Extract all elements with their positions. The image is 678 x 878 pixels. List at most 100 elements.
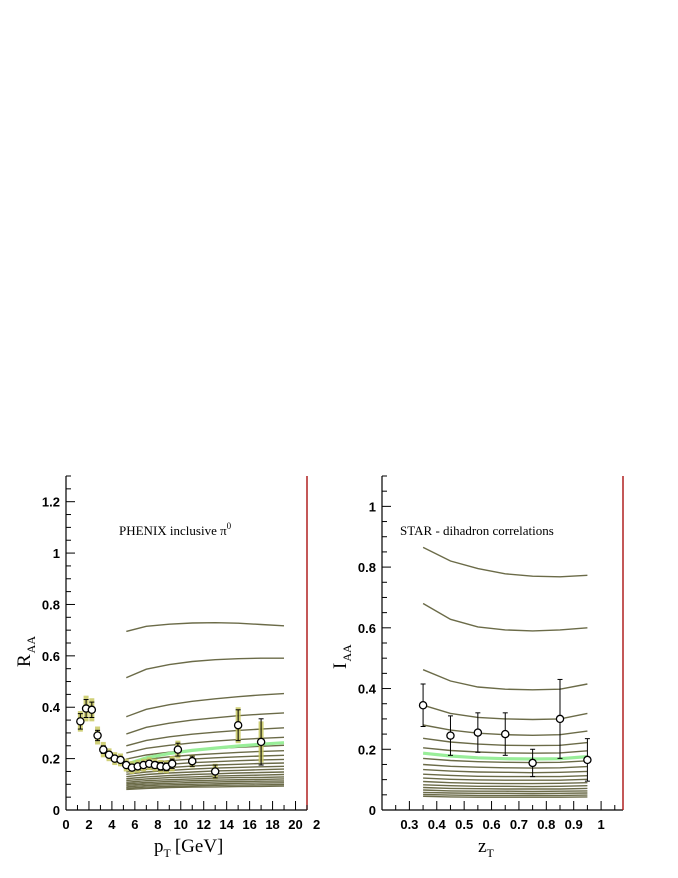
iaa-model-curve-16 <box>423 789 588 793</box>
iaa-data-point-2 <box>446 731 455 740</box>
raa-data-point-18 <box>173 745 183 754</box>
iaa-data-points <box>418 678 592 782</box>
raa-y-axis-label: RAA <box>14 636 38 667</box>
iaa-x-axis-label: zT <box>478 836 494 860</box>
raa-model-curve-1 <box>126 621 285 633</box>
raa-model-curve-16 <box>126 776 285 783</box>
raa-data-point-3 <box>87 705 97 715</box>
raa-data-point-5 <box>99 745 108 754</box>
iaa-model-curve-18 <box>423 793 588 797</box>
iaa-data-point-7 <box>583 755 592 765</box>
raa-data-point-17 <box>167 759 177 769</box>
raa-x-tick-label: 0 <box>62 817 69 832</box>
raa-x-axis-label-sub: T <box>164 846 172 860</box>
iaa-y-tick-label: 1 <box>369 499 376 514</box>
iaa-x-tick-label: 1 <box>597 817 604 832</box>
raa-x-tick-label: 2 <box>313 817 320 832</box>
raa-model-curve-18 <box>126 780 285 786</box>
raa-model-curve-2 <box>126 657 284 679</box>
iaa-data-point-6 <box>555 714 565 724</box>
raa-x-tick-label: 16 <box>242 817 256 832</box>
iaa-y-axis-label: IAA <box>330 644 354 669</box>
raa-y-axis-label-sub: AA <box>24 636 38 654</box>
iaa-x-tick-label: 0.9 <box>565 817 583 832</box>
iaa-model-curve-12 <box>423 777 588 781</box>
raa-y-tick-label: 1.2 <box>42 495 60 510</box>
raa-x-tick-label: 8 <box>154 817 161 832</box>
raa-x-tick-label: 4 <box>108 817 116 832</box>
iaa-y-axis-label-sub: AA <box>340 644 354 662</box>
iaa-model-curve-1 <box>422 546 588 578</box>
iaa-x-tick-label: 0.7 <box>510 817 528 832</box>
raa-y-tick-label: 0.6 <box>42 649 60 664</box>
iaa-model-curve-17 <box>423 791 588 795</box>
iaa-x-tick-label: 0.3 <box>400 817 418 832</box>
iaa-y-tick-label: 0.4 <box>358 682 377 697</box>
raa-model-curve-21 <box>126 785 285 791</box>
raa-highlight-curve-line <box>125 741 285 766</box>
iaa-tick-labels: 0 0.2 0.4 0.6 0.8 1 0.3 0.4 0.5 0.6 0.7 0.8 0.9 1 <box>358 499 605 832</box>
raa-model-curve-17 <box>126 778 285 785</box>
raa-x-tick-label: 6 <box>131 817 138 832</box>
iaa-panel: 0 0.2 0.4 0.6 0.8 1 0.3 0.4 0.5 0.6 0.7 0.8 0.9 1 STA… <box>330 475 624 860</box>
raa-x-tick-label: 14 <box>219 817 234 832</box>
raa-model-curve-12 <box>126 765 285 775</box>
iaa-data-point-4 <box>500 729 510 739</box>
iaa-model-curve-13 <box>423 780 588 785</box>
iaa-annotation: STAR - dihadron correlations <box>400 523 554 538</box>
raa-data-point-21 <box>233 720 243 730</box>
raa-y-tick-label: 0.8 <box>42 597 60 612</box>
raa-x-tick-label: 10 <box>174 817 188 832</box>
raa-data-points <box>76 695 266 780</box>
raa-model-curve-4 <box>126 712 285 735</box>
raa-x-axis-unit: [GeV] <box>175 836 224 857</box>
iaa-model-curve-14 <box>423 784 588 788</box>
raa-model-curve-13 <box>126 768 285 778</box>
iaa-model-curve-15 <box>423 786 588 790</box>
iaa-model-curve-2 <box>422 602 588 632</box>
raa-model-curve-3 <box>126 692 285 718</box>
raa-data-point-19 <box>187 756 197 766</box>
raa-highlight-curve <box>125 741 285 766</box>
raa-annotation-sup: 0 <box>227 521 232 531</box>
raa-data-point-1 <box>76 717 85 726</box>
raa-axis-ticks <box>65 475 308 811</box>
raa-tick-labels: 0 0.2 0.4 0.6 0.8 1 1.2 0 2 4 6 8 10 12 14 16 18 20 2 <box>42 495 320 832</box>
iaa-x-tick-label: 0.8 <box>537 817 555 832</box>
iaa-model-curve-9 <box>423 763 588 769</box>
iaa-x-axis-label-sub: T <box>486 846 494 860</box>
iaa-axis-ticks <box>381 475 616 811</box>
raa-data-point-6 <box>104 750 114 760</box>
raa-x-tick-label: 2 <box>85 817 92 832</box>
iaa-model-curve-10 <box>423 768 588 774</box>
iaa-y-tick-label: 0.6 <box>358 621 376 636</box>
raa-data-point-20 <box>210 767 220 776</box>
raa-x-tick-label: 18 <box>265 817 279 832</box>
raa-annotation: PHENIX inclusive π0 <box>119 521 232 538</box>
raa-model-curve-14 <box>126 771 285 780</box>
raa-x-tick-label: 20 <box>288 817 302 832</box>
raa-data-point-22 <box>256 737 266 747</box>
iaa-y-tick-label: 0.2 <box>358 742 376 757</box>
raa-y-tick-label: 0 <box>53 803 60 818</box>
iaa-x-tick-label: 0.5 <box>455 817 473 832</box>
iaa-data-point-5 <box>528 758 537 768</box>
raa-model-curve-19 <box>126 782 285 788</box>
iaa-x-tick-label: 0.6 <box>483 817 501 832</box>
raa-model-curve-15 <box>126 773 285 782</box>
iaa-data-point-3 <box>473 728 483 737</box>
raa-y-tick-label: 1 <box>53 546 60 561</box>
iaa-model-curve-8 <box>423 757 588 764</box>
raa-y-tick-label: 0.4 <box>42 700 61 715</box>
iaa-y-tick-label: 0.8 <box>358 560 376 575</box>
raa-model-curve-5 <box>126 727 285 747</box>
raa-model-curve-20 <box>126 783 285 789</box>
raa-x-axis-label: pT [GeV] <box>154 836 223 860</box>
iaa-x-tick-label: 0.4 <box>428 817 447 832</box>
raa-model-curve-6 <box>126 736 285 754</box>
raa-x-tick-label: 12 <box>196 817 210 832</box>
iaa-model-curve-19 <box>423 795 588 798</box>
raa-panel: 0 0.2 0.4 0.6 0.8 1 1.2 0 2 4 6 8 10 12 14 16 18 20 2 PHEN… <box>14 475 320 860</box>
